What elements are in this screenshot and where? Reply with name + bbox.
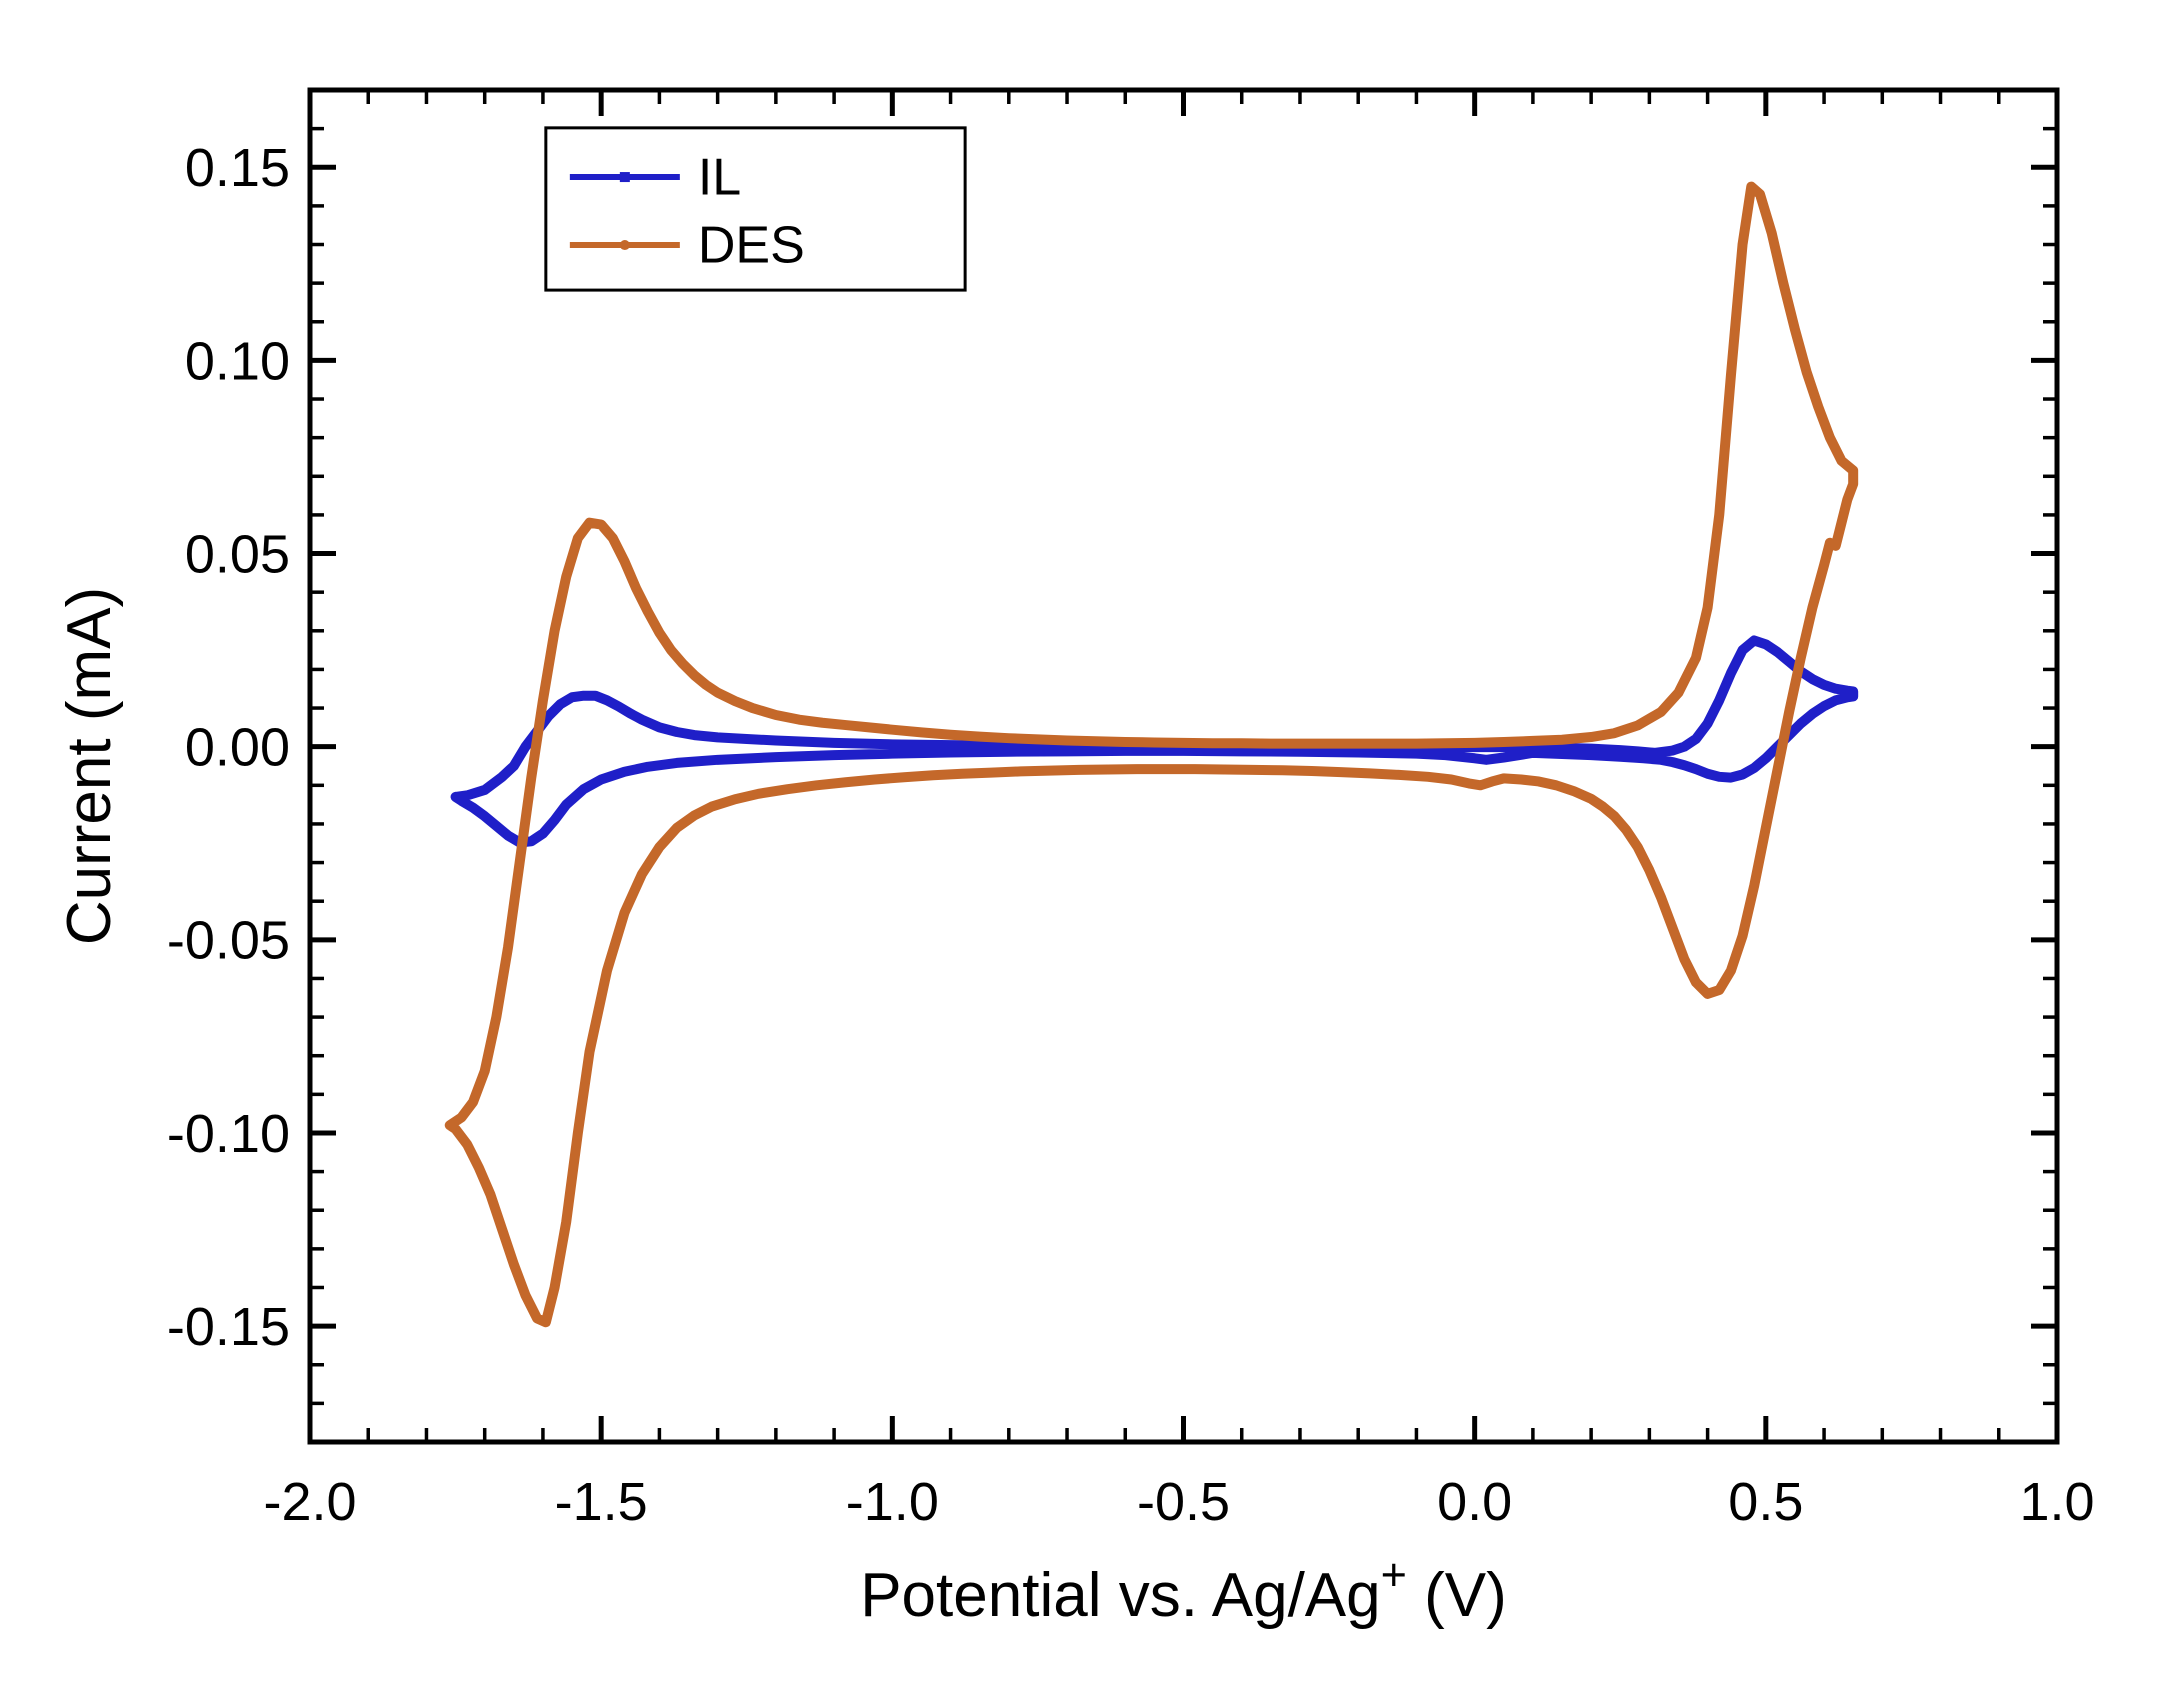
y-tick-label: 0.15 xyxy=(185,138,290,198)
x-tick-label: -1.5 xyxy=(555,1472,648,1532)
y-axis-label: Current (mA) xyxy=(55,587,124,945)
y-tick-label: 0.00 xyxy=(185,718,290,778)
legend: IL DES xyxy=(546,128,965,290)
legend-label-DES: DES xyxy=(698,217,805,275)
y-tick-label: 0.10 xyxy=(185,331,290,391)
legend-label-IL: IL xyxy=(698,149,741,207)
x-tick-label: -2.0 xyxy=(263,1472,356,1532)
y-tick-label: -0.05 xyxy=(167,911,290,971)
y-tick-label: -0.10 xyxy=(167,1104,290,1164)
x-tick-label: 1.0 xyxy=(2019,1472,2094,1532)
x-tick-label: 0.5 xyxy=(1728,1472,1803,1532)
x-axis-label: Potential vs. Ag/Ag+ (V) xyxy=(860,1549,1507,1630)
x-tick-label: 0.0 xyxy=(1437,1472,1512,1532)
cv-chart-svg: -2.0 -1.5 -1.0 -0.5 0.0 0.5 1.0 -0.15 -0.10 -0.05… xyxy=(0,0,2177,1702)
y-tick-label: 0.05 xyxy=(185,524,290,584)
x-tick-label: -1.0 xyxy=(846,1472,939,1532)
x-tick-label: -0.5 xyxy=(1137,1472,1230,1532)
chart-root: -2.0 -1.5 -1.0 -0.5 0.0 0.5 1.0 -0.15 -0.10 -0.05… xyxy=(0,0,2177,1702)
y-tick-label: -0.15 xyxy=(167,1297,290,1357)
